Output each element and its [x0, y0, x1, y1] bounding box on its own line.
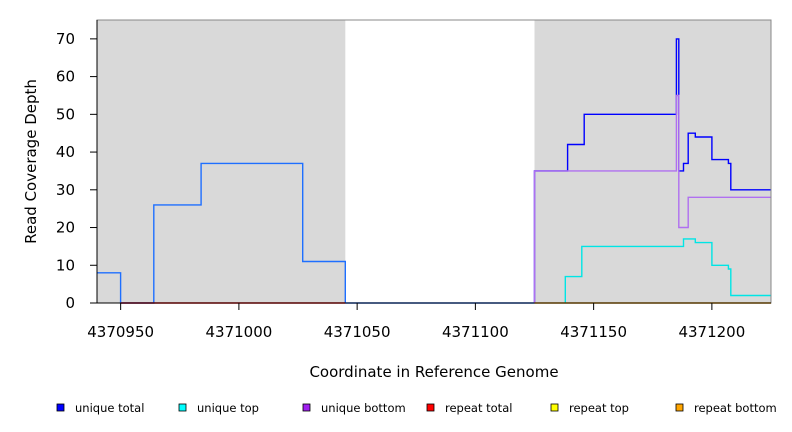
- y-tick-label: 50: [56, 105, 75, 123]
- legend-label-repeat-total: repeat total: [445, 401, 512, 415]
- y-tick-label: 30: [56, 181, 75, 199]
- legend-label-repeat-bottom: repeat bottom: [694, 401, 777, 415]
- x-tick-label: 4371150: [560, 323, 627, 341]
- legend-label-unique-top: unique top: [197, 401, 259, 415]
- x-tick-label: 4371000: [205, 323, 272, 341]
- series-line-region-1-coverage: [97, 162, 346, 304]
- legend-swatch-repeat-top: [550, 403, 559, 412]
- shaded-region-1: [97, 20, 346, 303]
- axes: 0 10 20 30 40 50 60 70 4370950 4371000 4371050 4371…: [56, 19, 772, 341]
- legend-swatch-repeat-total: [426, 403, 435, 412]
- legend-swatch-unique-total: [56, 403, 65, 412]
- series-line-unique-top: [564, 238, 771, 303]
- x-axis-title: Coordinate in Reference Genome: [309, 363, 558, 381]
- x-tick-label: 4371100: [442, 323, 509, 341]
- legend-label-unique-total: unique total: [75, 401, 144, 415]
- legend: unique total unique top unique bottom repea…: [56, 401, 777, 415]
- y-tick-label: 0: [65, 294, 75, 312]
- x-tick-label: 4371200: [678, 323, 745, 341]
- y-tick-label: 70: [56, 30, 75, 48]
- shaded-regions: [97, 20, 771, 303]
- legend-swatch-unique-bottom: [302, 403, 311, 412]
- legend-swatch-repeat-bottom: [675, 403, 684, 412]
- y-axis-title: Read Coverage Depth: [22, 79, 40, 244]
- legend-label-unique-bottom: unique bottom: [321, 401, 406, 415]
- x-tick-label: 4371050: [324, 323, 391, 341]
- legend-label-repeat-top: repeat top: [569, 401, 629, 415]
- series-line-unique-total: [533, 38, 771, 303]
- x-tick-label: 4370950: [87, 323, 154, 341]
- legend-swatch-unique-top: [178, 403, 187, 412]
- y-tick-label: 60: [56, 68, 75, 86]
- y-tick-label: 40: [56, 143, 75, 161]
- y-tick-label: 10: [56, 256, 75, 274]
- series-line-unique-bottom: [533, 94, 771, 303]
- y-tick-label: 20: [56, 219, 75, 237]
- shaded-region-2: [534, 20, 771, 303]
